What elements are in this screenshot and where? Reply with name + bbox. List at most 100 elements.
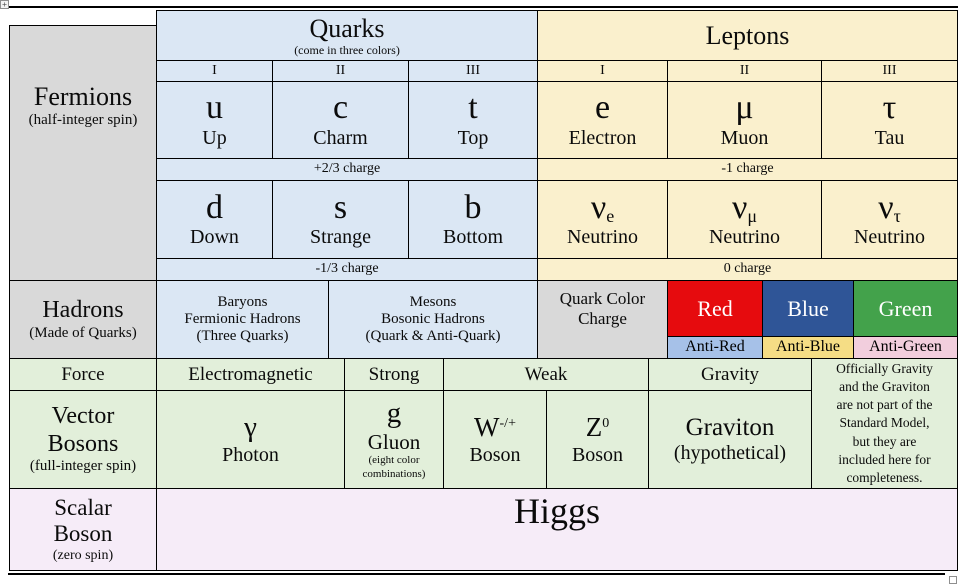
scalar-boson-line1: Scalar (54, 495, 112, 521)
lepton-row2-charge: 0 charge (537, 258, 958, 281)
photon-symbol: γ (244, 410, 257, 443)
lepton-gen-1: I (537, 60, 668, 82)
electron-name: Electron (568, 126, 637, 149)
z-boson-symbol: Z0 (585, 411, 610, 442)
higgs-label: Higgs (513, 491, 600, 531)
top-symbol: t (468, 89, 478, 127)
bottom-name: Bottom (442, 226, 503, 249)
hadrons-header-cell: Hadrons (Made of Quarks) (9, 280, 157, 359)
quark-gen-1: I (156, 60, 273, 82)
particle-cell-top: t Top (408, 81, 538, 159)
particle-cell-strange: s Strange (272, 180, 409, 259)
force-weak: Weak (443, 358, 649, 391)
lepton-gen-2: II (667, 60, 822, 82)
color-cell-blue: Blue (762, 280, 854, 337)
z-boson-cell: Z0 Boson (546, 390, 649, 489)
gravity-note-text: Officially Gravity and the Graviton are … (836, 360, 933, 486)
muon-neutrino-symbol: νμ (731, 188, 758, 226)
graviton-note: (hypothetical) (673, 442, 787, 465)
mesons-cell: Mesons Bosonic Hadrons (Quark & Anti-Qua… (328, 280, 538, 359)
quarks-subtitle: (come in three colors) (294, 42, 400, 57)
down-name: Down (190, 226, 239, 249)
hadrons-title: Hadrons (42, 297, 124, 324)
particle-cell-charm: c Charm (272, 81, 409, 159)
scalar-boson-line2: Boson (53, 521, 113, 547)
baryons-cell: Baryons Fermionic Hadrons (Three Quarks) (156, 280, 329, 359)
quark-gen-2: II (272, 60, 409, 82)
vector-bosons-header-cell: Vector Bosons (full-integer spin) (9, 390, 157, 489)
tau-neutrino-name: Neutrino (853, 226, 926, 249)
particle-cell-up: u Up (156, 81, 273, 159)
particle-cell-down: d Down (156, 180, 273, 259)
w-boson-cell: W-/+ Boson (443, 390, 547, 489)
electron-neutrino-symbol: νe (590, 188, 615, 226)
lepton-gen-3: III (821, 60, 958, 82)
green-label: Green (878, 295, 933, 321)
quark-row2-charge: -1/3 charge (156, 258, 538, 281)
selection-handle-icon[interactable] (949, 576, 957, 584)
strange-name: Strange (309, 226, 372, 249)
fermions-header-cell: Fermions (half-integer spin) (9, 25, 157, 281)
particle-cell-muon: μ Muon (667, 81, 822, 159)
particle-cell-muon-neutrino: νμ Neutrino (667, 180, 822, 259)
quarks-title: Quarks (309, 13, 385, 43)
up-name: Up (202, 126, 227, 149)
scalar-boson-header-cell: Scalar Boson (zero spin) (9, 488, 157, 571)
up-symbol: u (206, 89, 223, 127)
tau-symbol: τ (882, 89, 897, 127)
gluon-symbol: g (386, 396, 402, 429)
z-boson-name: Boson (571, 444, 624, 467)
gluon-name: Gluon (367, 429, 421, 454)
force-electromagnetic: Electromagnetic (156, 358, 345, 391)
anti-blue-cell: Anti-Blue (762, 336, 854, 359)
bottom-rule (8, 573, 945, 575)
quark-gen-3: III (408, 60, 538, 82)
mesons-text: Mesons Bosonic Hadrons (Quark & Anti-Qua… (365, 293, 501, 345)
top-name: Top (457, 126, 489, 149)
vector-bosons-line2: Bosons (47, 430, 119, 457)
photon-cell: γ Photon (156, 390, 345, 489)
top-rule (8, 6, 958, 8)
blue-label: Blue (787, 295, 829, 321)
w-boson-symbol: W-/+ (474, 411, 516, 442)
selection-handle-icon[interactable]: + (0, 0, 9, 9)
gravity-note-cell: Officially Gravity and the Graviton are … (811, 358, 958, 489)
baryons-text: Baryons Fermionic Hadrons (Three Quarks) (184, 293, 301, 345)
photon-name: Photon (222, 444, 279, 467)
particle-cell-electron-neutrino: νe Neutrino (537, 180, 668, 259)
anti-green-cell: Anti-Green (853, 336, 958, 359)
muon-neutrino-name: Neutrino (708, 226, 781, 249)
muon-symbol: μ (735, 89, 754, 127)
particle-cell-bottom: b Bottom (408, 180, 538, 259)
leptons-title: Leptons (705, 20, 790, 50)
fermions-subtitle: (half-integer spin) (28, 111, 138, 128)
muon-name: Muon (720, 126, 769, 149)
particle-cell-tau: τ Tau (821, 81, 958, 159)
color-cell-red: Red (667, 280, 763, 337)
particle-cell-tau-neutrino: ντ Neutrino (821, 180, 958, 259)
color-cell-green: Green (853, 280, 958, 337)
tau-name: Tau (874, 126, 905, 149)
w-boson-name: Boson (469, 444, 521, 467)
lepton-row1-charge: -1 charge (537, 158, 958, 181)
hadrons-subtitle: (Made of Quarks) (29, 324, 137, 341)
force-gravity: Gravity (648, 358, 812, 391)
leptons-header-cell: Leptons (537, 10, 958, 61)
fermions-title: Fermions (33, 82, 133, 111)
anti-red-cell: Anti-Red (667, 336, 763, 359)
gluon-note: (eight color combinations) (362, 453, 426, 480)
electron-symbol: e (594, 89, 611, 127)
bottom-symbol: b (464, 188, 482, 226)
higgs-cell: Higgs (156, 488, 958, 571)
charm-name: Charm (313, 126, 368, 149)
vector-bosons-line1: Vector (51, 403, 115, 430)
quark-row1-charge: +2/3 charge (156, 158, 538, 181)
red-label: Red (697, 295, 733, 321)
quark-color-charge-text: Quark Color Charge (559, 289, 646, 328)
force-strong: Strong (344, 358, 444, 391)
quark-color-charge-cell: Quark Color Charge (537, 280, 668, 359)
strange-symbol: s (333, 188, 348, 226)
quarks-header-cell: Quarks (come in three colors) (156, 10, 538, 61)
graviton-name: Graviton (685, 413, 775, 441)
scalar-boson-subtitle: (zero spin) (52, 547, 114, 563)
